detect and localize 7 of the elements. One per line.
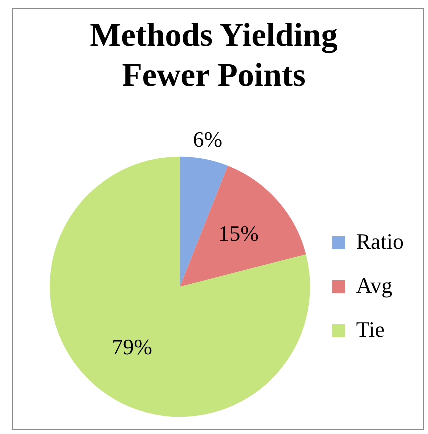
data-label: 6% <box>193 127 223 152</box>
chart-title: Methods Yielding Fewer Points <box>89 17 339 96</box>
legend-label: Avg <box>356 272 393 298</box>
data-label: 79% <box>112 334 152 360</box>
legend-label: Tie <box>356 316 385 342</box>
legend-label: Ratio <box>356 228 404 254</box>
data-label: 15% <box>218 221 259 246</box>
